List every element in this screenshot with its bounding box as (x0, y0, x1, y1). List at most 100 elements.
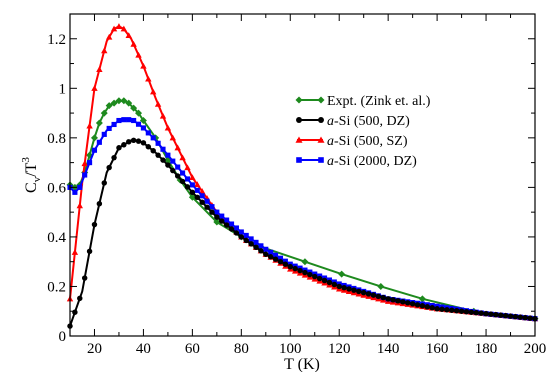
data-point (292, 265, 298, 272)
x-tick-label: 120 (328, 341, 351, 357)
data-point (130, 41, 137, 47)
data-point (184, 176, 191, 182)
x-tick-label: 40 (136, 341, 151, 357)
data-point (139, 117, 147, 125)
data-point (86, 248, 93, 255)
data-point (188, 193, 196, 201)
data-point (287, 263, 293, 270)
data-point (194, 187, 200, 193)
legend-marker (296, 157, 302, 163)
data-point (135, 138, 142, 144)
x-axis: 20 40 60 80 100 120 140 160 180 200 (69, 14, 547, 357)
data-point (258, 243, 264, 249)
data-point (341, 284, 347, 291)
series-0 (66, 97, 539, 323)
series-3 (67, 117, 538, 322)
data-point (214, 209, 220, 215)
data-point (253, 239, 259, 245)
legend-marker (317, 136, 325, 143)
y-axis-label-sub: v (31, 176, 43, 182)
data-point (233, 225, 239, 231)
data-point (194, 181, 201, 187)
y-tick-label: 0.8 (47, 131, 66, 147)
data-point (360, 289, 367, 296)
data-point (434, 306, 440, 312)
data-point (145, 75, 152, 82)
data-point (96, 66, 103, 73)
data-point (302, 269, 308, 276)
y-tick-label: 0.6 (47, 180, 66, 196)
legend-label-text: -Si (2000, DZ) (334, 154, 417, 169)
data-point (174, 144, 181, 151)
data-point (90, 134, 98, 142)
data-point (180, 170, 186, 176)
data-point (400, 299, 406, 305)
data-point (243, 237, 249, 244)
data-point (502, 312, 509, 319)
data-point (140, 125, 146, 131)
data-point (297, 267, 303, 274)
data-point (522, 314, 528, 321)
data-point (336, 283, 342, 290)
data-point (272, 256, 279, 262)
legend-label: a-Si (500, SZ) (327, 134, 408, 149)
legend-label: a-Si (500, DZ) (327, 114, 410, 129)
data-point (81, 275, 88, 281)
y-axis-label-sup: 3 (20, 157, 32, 163)
data-point (155, 140, 161, 146)
data-point (77, 295, 83, 302)
data-point (277, 255, 284, 261)
data-point (194, 194, 200, 201)
data-point (248, 236, 254, 242)
data-point (170, 167, 176, 174)
data-point (111, 121, 117, 128)
data-point (453, 308, 460, 314)
y-axis-label-main: C (23, 182, 40, 193)
data-point (458, 308, 465, 314)
data-point (351, 287, 357, 293)
data-point (76, 202, 83, 209)
data-point (507, 313, 514, 319)
data-point (228, 221, 235, 227)
data-point (189, 189, 196, 196)
data-point (96, 201, 103, 207)
data-point (91, 221, 98, 228)
data-point (121, 142, 127, 148)
legend-label-italic: a (327, 154, 334, 169)
data-point (110, 25, 118, 32)
legend-marker (295, 136, 303, 143)
data-point (338, 270, 346, 278)
y-axis-label-div: /T (23, 162, 40, 176)
data-point (204, 198, 210, 204)
svg-text:Cv/T3: Cv/T3 (20, 157, 43, 193)
data-point (409, 301, 416, 307)
data-point (111, 154, 117, 161)
data-point (209, 204, 215, 210)
data-point (444, 307, 450, 313)
legend-label: Expt. (Zink et. al.) (327, 94, 431, 109)
data-point (527, 315, 533, 321)
y-tick-label: 0.4 (47, 230, 66, 246)
data-point (120, 97, 128, 105)
data-point (130, 137, 137, 144)
data-point (512, 313, 519, 320)
data-point (101, 131, 107, 137)
x-tick-label: 100 (279, 341, 302, 357)
data-point (213, 218, 221, 226)
data-point (77, 184, 83, 190)
series-2 (66, 23, 539, 322)
data-point (385, 296, 391, 302)
data-point (125, 32, 132, 39)
data-point (316, 275, 323, 282)
x-tick-label: 200 (524, 341, 547, 357)
data-point (169, 134, 176, 141)
data-point (238, 234, 245, 240)
legend-marker (295, 96, 303, 104)
data-point (184, 164, 191, 171)
data-point (419, 303, 426, 309)
data-point (282, 258, 288, 264)
data-point (125, 99, 133, 107)
data-point (414, 302, 421, 308)
data-point (91, 85, 98, 91)
